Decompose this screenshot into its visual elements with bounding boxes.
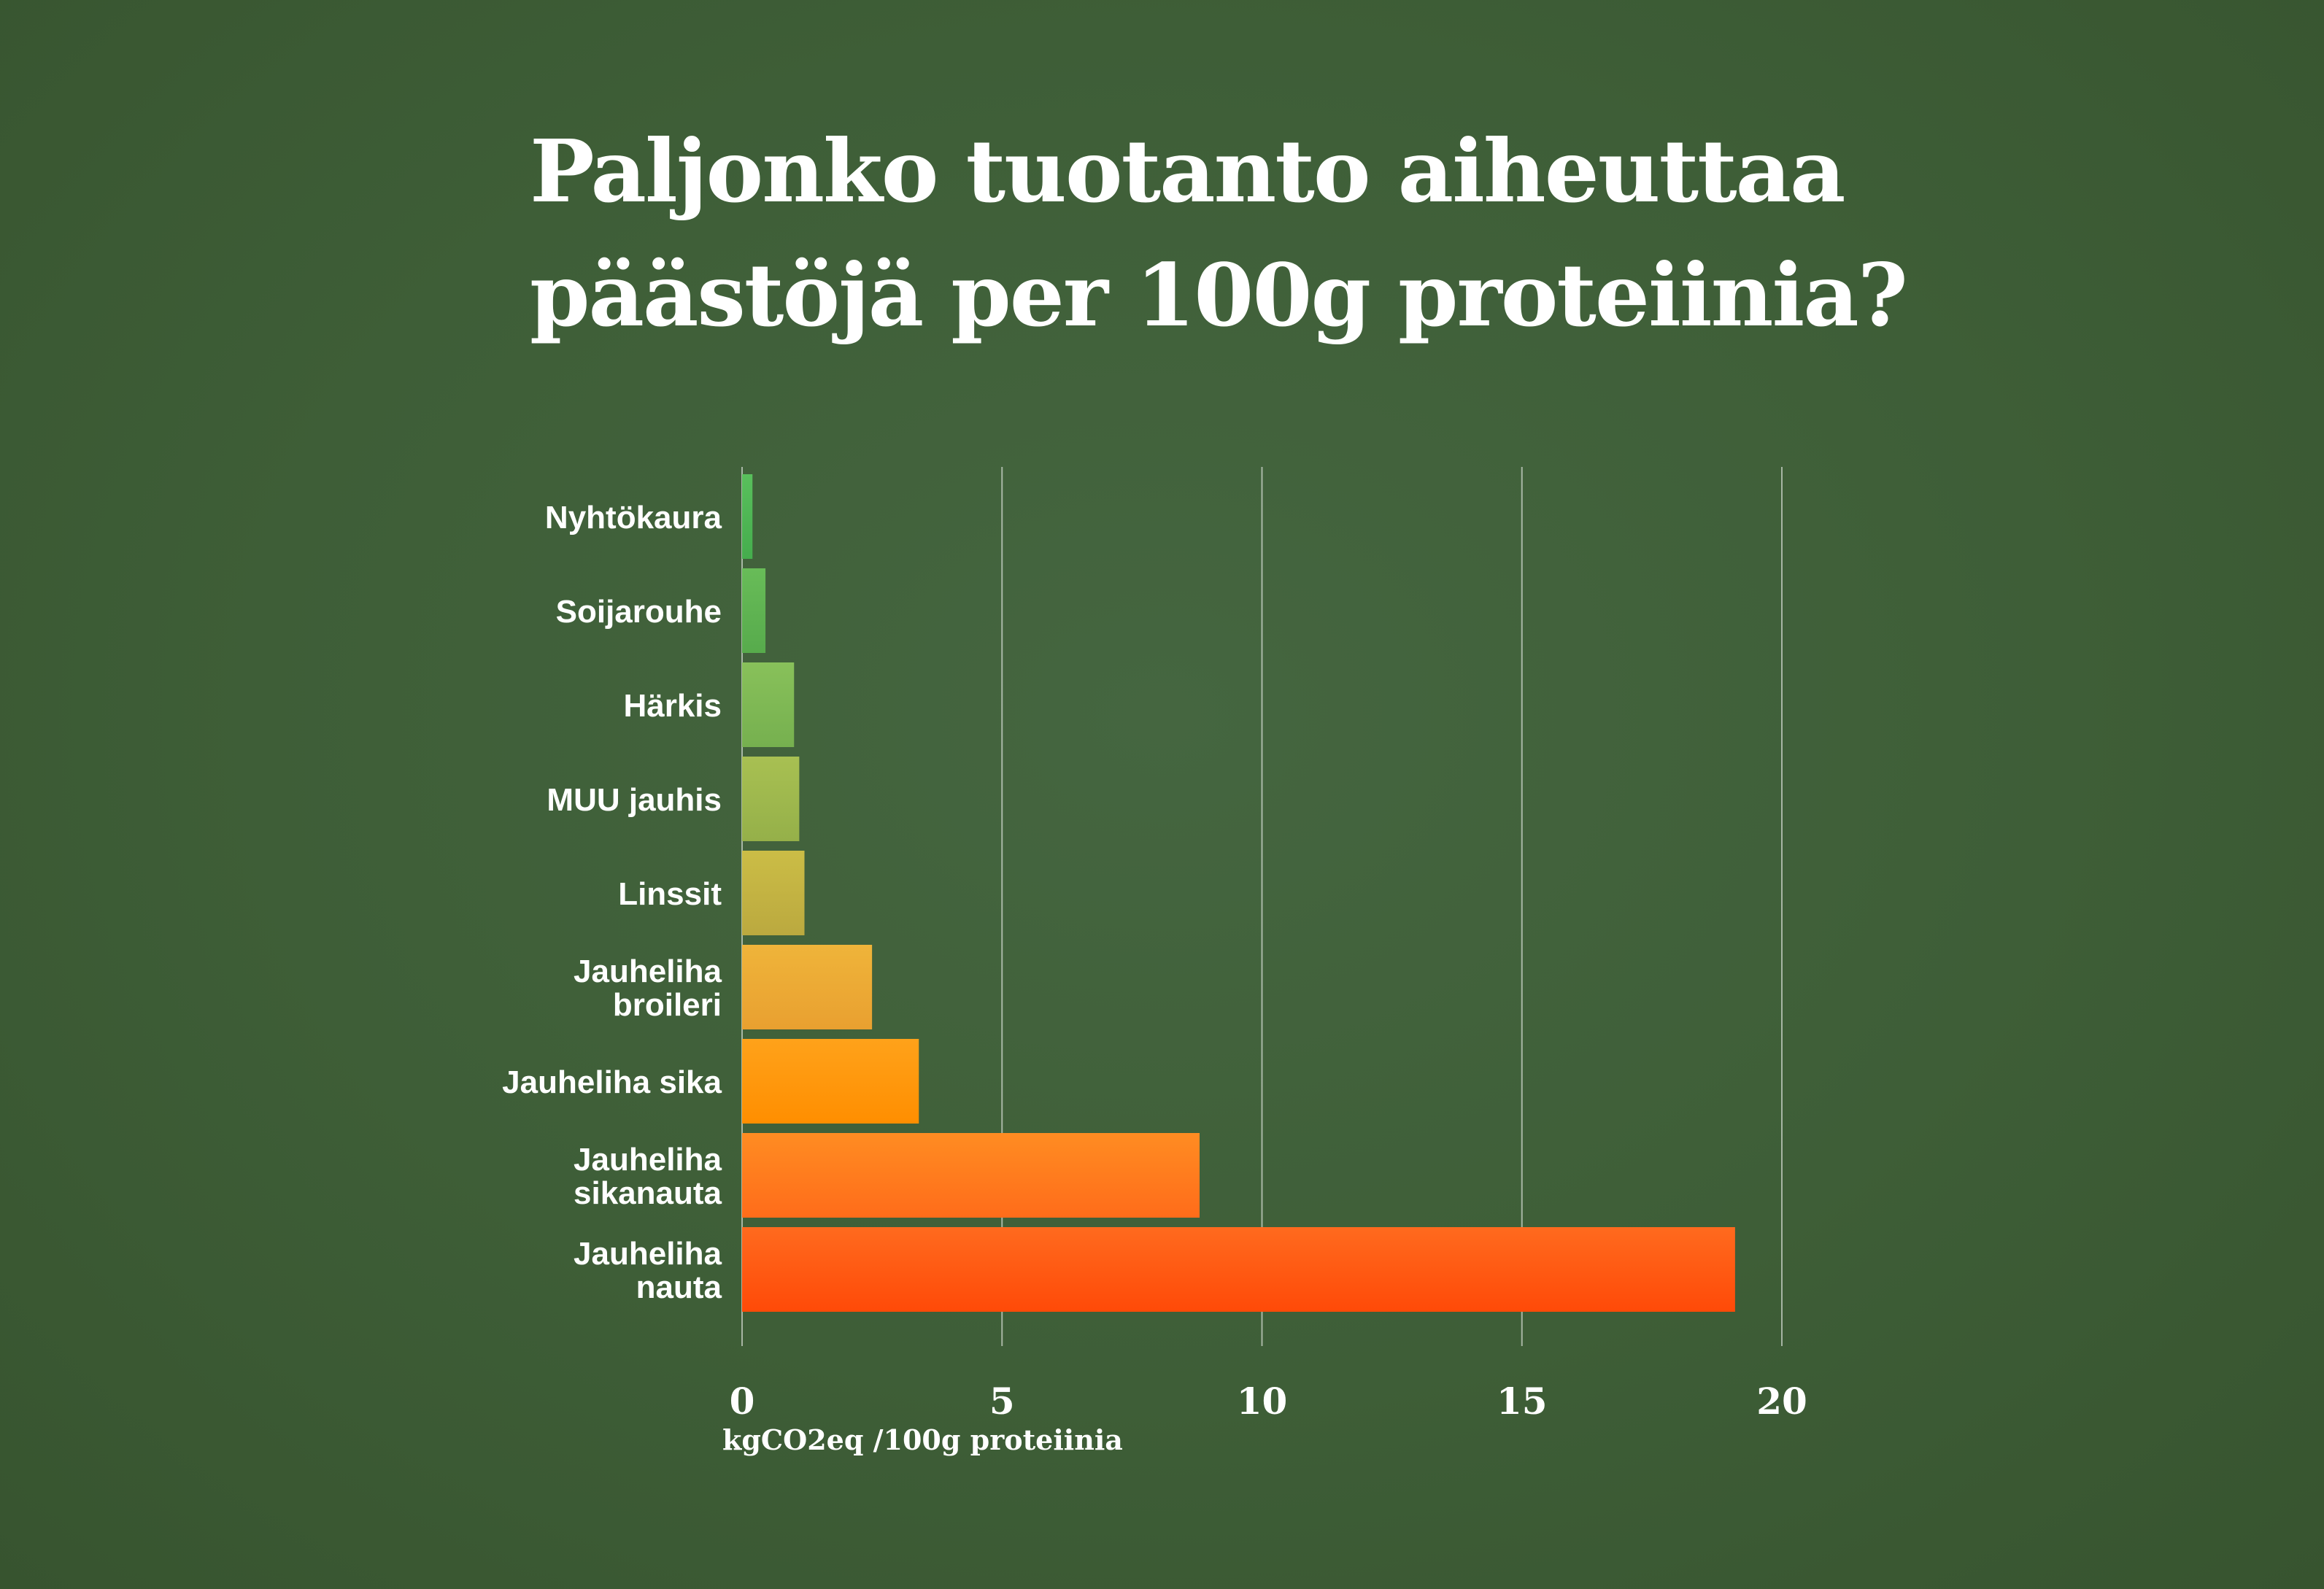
- chart-title-line-1: Paljonko tuotanto aiheuttaa: [530, 120, 1846, 222]
- x-axis-label: kgCO2eq /100g proteiinia: [722, 1423, 1123, 1456]
- bar: [742, 662, 795, 747]
- bar: [742, 568, 766, 653]
- category-label: Linssit: [618, 876, 722, 912]
- category-label: MUU jauhis: [547, 782, 722, 818]
- category-label: Soijarouhe: [556, 594, 722, 630]
- category-labels: Nyhtökaura Soijarouhe Härkis MUU jauhis Lins…: [502, 500, 722, 1305]
- x-tick-label: 20: [1756, 1380, 1807, 1423]
- category-label: Jauheliha sika: [502, 1064, 722, 1100]
- x-tick-labels: 0 5 10 15 20: [730, 1380, 1807, 1423]
- bars: [742, 474, 1735, 1312]
- bar: [742, 1227, 1735, 1312]
- x-tick-label: 5: [989, 1380, 1015, 1423]
- x-tick-label: 10: [1237, 1380, 1288, 1423]
- bar: [742, 851, 805, 935]
- x-tick-label: 0: [730, 1380, 755, 1423]
- bar: [742, 1039, 919, 1124]
- category-label: Nyhtökaura: [545, 500, 722, 536]
- category-label: Härkis: [623, 688, 722, 724]
- bar: [742, 945, 873, 1029]
- category-label: Jauheliha broileri: [574, 954, 722, 1023]
- bar: [742, 474, 753, 559]
- bar: [742, 757, 800, 841]
- chart-title: Paljonko tuotanto aiheuttaa päästöjä per…: [530, 109, 2135, 357]
- x-tick-label: 15: [1497, 1380, 1548, 1423]
- category-label: Jauheliha sikanauta: [574, 1142, 722, 1211]
- chart-title-line-2: päästöjä per 100g proteiinia?: [530, 244, 1908, 346]
- category-label: Jauheliha nauta: [574, 1236, 722, 1305]
- bar: [742, 1133, 1200, 1218]
